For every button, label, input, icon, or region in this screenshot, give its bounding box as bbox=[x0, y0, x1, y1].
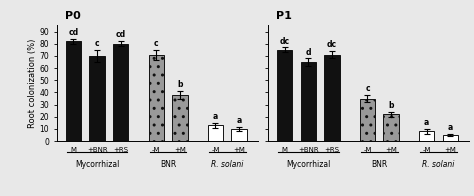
Text: +RS: +RS bbox=[113, 147, 128, 153]
Bar bbox=[301, 62, 316, 141]
Text: cd: cd bbox=[116, 31, 126, 39]
Bar bbox=[172, 95, 188, 141]
Text: R. solani: R. solani bbox=[211, 160, 244, 169]
Text: +M: +M bbox=[385, 147, 397, 153]
Text: -M: -M bbox=[152, 147, 161, 153]
Text: P1: P1 bbox=[276, 11, 292, 21]
Text: +M: +M bbox=[445, 147, 456, 153]
Bar bbox=[324, 55, 340, 141]
Bar bbox=[277, 50, 292, 141]
Text: +BNR: +BNR bbox=[87, 147, 108, 153]
Text: c: c bbox=[154, 39, 159, 48]
Text: BNR: BNR bbox=[160, 160, 176, 169]
Y-axis label: Root colonization (%): Root colonization (%) bbox=[27, 39, 36, 128]
Text: R. solani: R. solani bbox=[422, 160, 455, 169]
Bar bbox=[360, 99, 375, 141]
Text: +M: +M bbox=[174, 147, 186, 153]
Text: BNR: BNR bbox=[371, 160, 387, 169]
Text: b: b bbox=[177, 80, 182, 89]
Text: -M: -M bbox=[422, 147, 431, 153]
Text: a: a bbox=[237, 116, 242, 125]
Bar bbox=[419, 131, 434, 141]
Text: M: M bbox=[71, 147, 76, 153]
Bar bbox=[90, 56, 105, 141]
Text: -M: -M bbox=[363, 147, 372, 153]
Text: dc: dc bbox=[327, 40, 337, 49]
Text: dc: dc bbox=[280, 37, 290, 45]
Bar bbox=[383, 114, 399, 141]
Text: +M: +M bbox=[233, 147, 245, 153]
Bar bbox=[231, 129, 247, 141]
Text: d: d bbox=[306, 47, 311, 56]
Bar bbox=[113, 44, 128, 141]
Text: a: a bbox=[448, 123, 453, 132]
Text: a: a bbox=[213, 112, 218, 121]
Text: c: c bbox=[95, 39, 100, 48]
Text: M: M bbox=[282, 147, 288, 153]
Text: Mycorrhizal: Mycorrhizal bbox=[75, 160, 119, 169]
Text: Mycorrhizal: Mycorrhizal bbox=[286, 160, 330, 169]
Bar bbox=[208, 125, 223, 141]
Text: c: c bbox=[365, 84, 370, 93]
Text: P0: P0 bbox=[65, 11, 81, 21]
Text: -M: -M bbox=[211, 147, 219, 153]
Text: +BNR: +BNR bbox=[298, 147, 319, 153]
Text: cd: cd bbox=[68, 28, 79, 37]
Text: a: a bbox=[424, 118, 429, 127]
Bar bbox=[443, 135, 458, 141]
Bar bbox=[66, 41, 81, 141]
Text: b: b bbox=[388, 101, 394, 110]
Text: +RS: +RS bbox=[325, 147, 339, 153]
Bar bbox=[148, 55, 164, 141]
